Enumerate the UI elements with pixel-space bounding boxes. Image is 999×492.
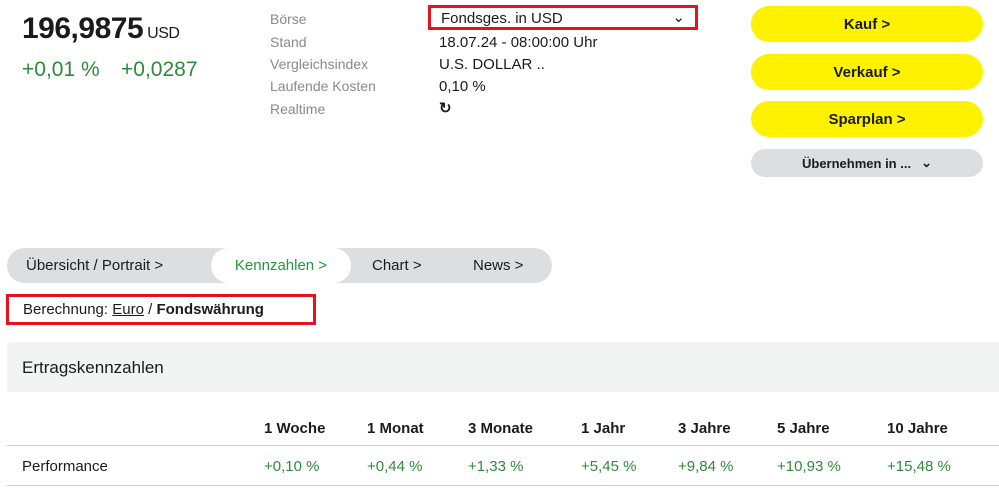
value-cell: +10,93 %: [777, 458, 841, 475]
col-header: 1 Monat: [367, 420, 424, 437]
stand-value: 18.07.24 - 08:00:00 Uhr: [439, 34, 598, 51]
tab-chart[interactable]: Chart >: [372, 257, 422, 274]
value-cell: +15,48 %: [887, 458, 951, 475]
value-cell: +9,84 %: [678, 458, 734, 475]
section-title: Ertragskennzahlen: [7, 342, 999, 392]
currency: USD: [147, 25, 180, 42]
label-realtime: Realtime: [270, 101, 326, 117]
value-cell: +5,45 %: [581, 458, 637, 475]
change-percent: +0,01 %: [22, 58, 100, 81]
buy-button[interactable]: Kauf >: [751, 6, 983, 42]
exchange-select[interactable]: Fondsges. in USD ⌄: [428, 5, 698, 30]
change-absolute: +0,0287: [121, 58, 198, 81]
euro-link[interactable]: Euro: [112, 301, 144, 318]
divider: [7, 445, 999, 446]
fund-currency-option[interactable]: Fondswährung: [156, 301, 264, 318]
label-exchange: Börse: [270, 11, 307, 27]
col-header: 1 Jahr: [581, 420, 626, 437]
col-header: 3 Monate: [468, 420, 534, 437]
tab-overview[interactable]: Übersicht / Portrait >: [26, 257, 164, 274]
price: 196,9875 USD: [22, 12, 180, 45]
value-cell: +0,10 %: [264, 458, 320, 475]
index-value: U.S. DOLLAR ..: [439, 56, 545, 73]
chevron-down-icon: ⌄: [921, 155, 932, 170]
savings-plan-button[interactable]: Sparplan >: [751, 101, 983, 137]
chevron-down-icon: ⌄: [672, 9, 685, 26]
col-header: 5 Jahre: [777, 420, 830, 437]
divider: [7, 485, 999, 486]
refresh-icon[interactable]: ↻: [439, 100, 452, 117]
sell-button[interactable]: Verkauf >: [751, 54, 983, 90]
calculation-toggle: Berechnung: Euro / Fondswährung: [6, 294, 316, 325]
col-header: 1 Woche: [264, 420, 326, 437]
costs-value: 0,10 %: [439, 78, 486, 95]
label-stand: Stand: [270, 34, 307, 50]
row-label: Performance: [22, 458, 108, 475]
label-costs: Laufende Kosten: [270, 78, 376, 94]
col-header: 3 Jahre: [678, 420, 731, 437]
value-cell: +0,44 %: [367, 458, 423, 475]
tab-bar: Übersicht / Portrait > Kennzahlen > Char…: [7, 248, 552, 283]
col-header: 10 Jahre: [887, 420, 948, 437]
label-index: Vergleichsindex: [270, 56, 369, 72]
value-cell: +1,33 %: [468, 458, 524, 475]
tab-news[interactable]: News >: [473, 257, 524, 274]
tab-kennzahlen[interactable]: Kennzahlen >: [211, 248, 351, 283]
adopt-dropdown[interactable]: Übernehmen in ... ⌄: [751, 149, 983, 177]
